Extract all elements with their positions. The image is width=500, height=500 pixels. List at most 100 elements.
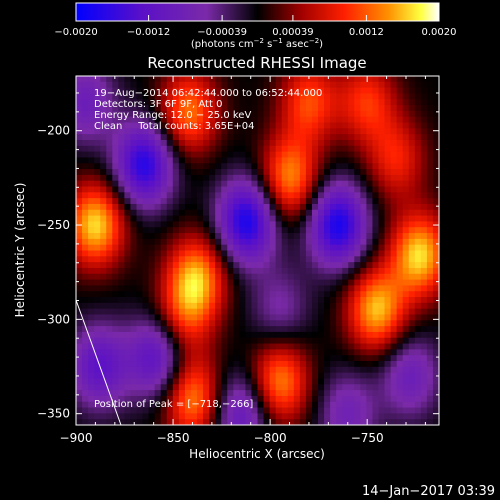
heatmap-cell: [197, 203, 204, 211]
heatmap-cell: [160, 157, 168, 164]
heatmap-cell: [184, 297, 192, 304]
heatmap-cell: [209, 209, 216, 216]
heatmap-cell: [287, 395, 295, 403]
heatmap-cell: [118, 413, 125, 420]
heatmap-cell: [166, 302, 174, 310]
heatmap-cell: [384, 116, 391, 123]
heatmap-cell: [414, 337, 422, 344]
heatmap-cell: [396, 372, 404, 379]
heatmap-cell: [263, 361, 270, 368]
heatmap-cell: [281, 366, 289, 374]
heatmap-cell: [372, 331, 379, 339]
heatmap-cell: [414, 233, 422, 240]
heatmap-cell: [178, 151, 186, 158]
heatmap-cell: [142, 326, 149, 333]
heatmap-cell: [420, 331, 428, 339]
heatmap-cell: [390, 151, 398, 158]
heatmap-cell: [366, 320, 373, 327]
heatmap-cell: [360, 221, 367, 228]
heatmap-cell: [324, 273, 331, 280]
heatmap-cell: [330, 105, 337, 112]
colorbar: −0.0020 −0.0012 −0.00039 0.00039 0.0012 0.002…: [54, 2, 457, 50]
heatmap-cell: [257, 384, 264, 391]
heatmap-cell: [245, 244, 252, 251]
heatmap-cell: [76, 413, 83, 420]
heatmap-cell: [227, 285, 234, 292]
heatmap-cell: [148, 384, 156, 391]
heatmap-cell: [287, 174, 295, 182]
heatmap-cell: [154, 372, 162, 379]
heatmap-cell: [118, 326, 125, 333]
heatmap-cell: [124, 297, 131, 304]
heatmap-cell: [420, 174, 428, 182]
heatmap-cell: [257, 267, 264, 275]
heatmap-cell: [209, 122, 216, 129]
heatmap-cell: [384, 174, 391, 182]
heatmap-cell: [348, 366, 355, 374]
heatmap-cell: [172, 139, 180, 147]
heatmap-cell: [88, 134, 95, 141]
heatmap-cell: [190, 209, 198, 216]
heatmap-cell: [324, 105, 331, 112]
heatmap-cell: [118, 308, 125, 315]
heatmap-cell: [197, 209, 204, 216]
heatmap-cell: [348, 174, 355, 182]
heatmap-cell: [354, 145, 361, 153]
heatmap-cell: [160, 76, 168, 83]
heatmap-cell: [263, 122, 270, 129]
heatmap-cell: [269, 151, 277, 158]
heatmap-cell: [154, 355, 162, 362]
heatmap-cell: [166, 215, 174, 222]
heatmap-cell: [172, 233, 180, 240]
heatmap-cell: [384, 238, 391, 246]
heatmap-cell: [154, 209, 162, 216]
heatmap-cell: [263, 139, 270, 147]
heatmap-cell: [221, 110, 228, 118]
heatmap-cell: [305, 285, 313, 292]
heatmap-cell: [426, 372, 434, 379]
heatmap-cell: [190, 99, 198, 106]
heatmap-cell: [390, 105, 398, 112]
heatmap-cell: [336, 390, 343, 397]
heatmap-cell: [426, 302, 434, 310]
heatmap-cell: [372, 349, 379, 356]
heatmap-cell: [281, 413, 289, 420]
heatmap-cell: [88, 151, 95, 158]
heatmap-cell: [209, 198, 216, 205]
heatmap-cell: [130, 297, 137, 304]
heatmap-cell: [190, 93, 198, 100]
heatmap-cell: [336, 134, 343, 141]
heatmap-cell: [203, 198, 210, 205]
heatmap-cell: [233, 87, 240, 94]
heatmap-cell: [184, 331, 192, 339]
heatmap-cell: [245, 349, 252, 356]
heatmap-cell: [209, 320, 216, 327]
heatmap-cell: [426, 337, 434, 344]
heatmap-cell: [281, 151, 289, 158]
heatmap-cell: [311, 337, 319, 344]
heatmap-cell: [172, 372, 180, 379]
y-axis: −200−250−300−350: [37, 92, 439, 421]
heatmap-cell: [136, 93, 143, 100]
heatmap-cell: [281, 372, 289, 379]
heatmap-cell: [148, 76, 156, 83]
heatmap-cell: [299, 180, 307, 187]
heatmap-cell: [130, 326, 137, 333]
heatmap-cell: [432, 192, 439, 199]
heatmap-cell: [348, 145, 355, 153]
heatmap-cell: [82, 361, 89, 368]
heatmap-cell: [384, 302, 391, 310]
heatmap-cell: [366, 122, 373, 129]
heatmap-cell: [342, 343, 349, 350]
heatmap-cell: [118, 233, 125, 240]
heatmap-cell: [269, 163, 277, 170]
heatmap-cell: [100, 297, 107, 304]
heatmap-cell: [190, 355, 198, 362]
heatmap-cell: [396, 273, 404, 280]
heatmap-cell: [269, 407, 277, 414]
heatmap-cell: [293, 267, 301, 275]
heatmap-cell: [221, 401, 228, 408]
heatmap-cell: [420, 238, 428, 246]
heatmap-cell: [172, 419, 180, 425]
heatmap-cell: [402, 267, 410, 275]
